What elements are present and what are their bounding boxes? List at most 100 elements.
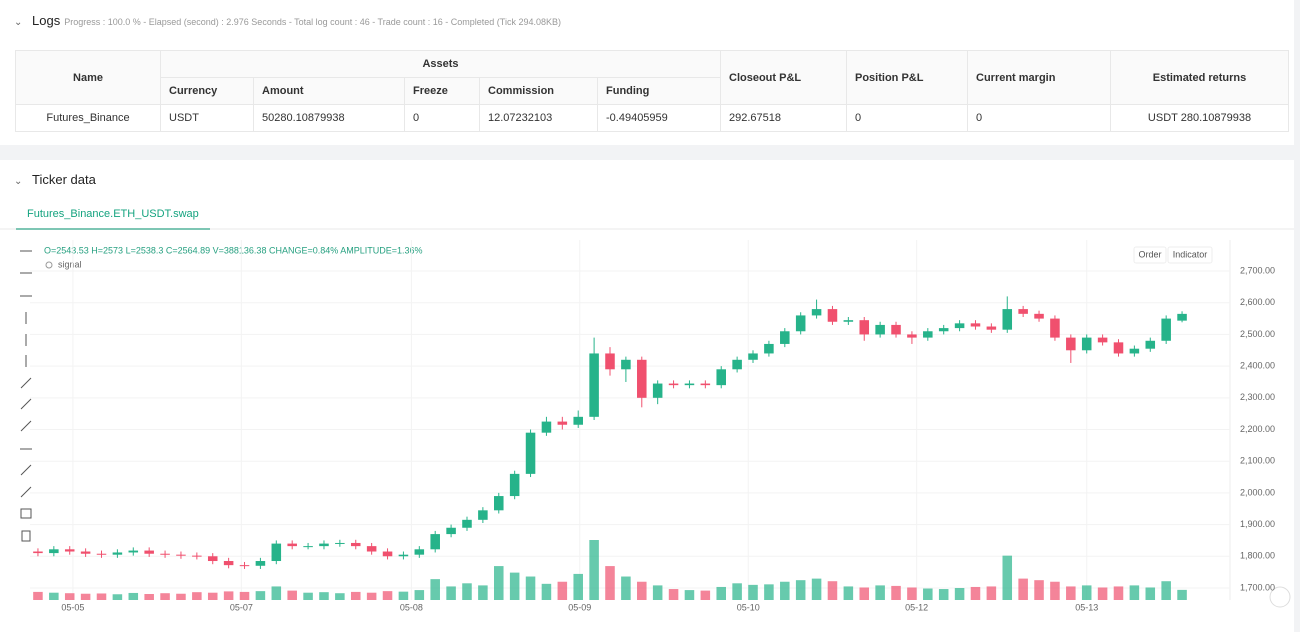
candle-body bbox=[462, 519, 472, 528]
candle-body bbox=[1050, 318, 1060, 338]
ticker-panel: ⌄ Ticker data bbox=[0, 160, 1294, 632]
th: Closeout P&L bbox=[720, 50, 847, 105]
candle-body bbox=[287, 543, 297, 547]
tool[interactable] bbox=[21, 530, 31, 542]
candle-body bbox=[382, 551, 393, 557]
candle-body bbox=[366, 546, 377, 552]
candle-body bbox=[875, 324, 885, 335]
td: 12.07232103 bbox=[479, 104, 598, 132]
volume-bar bbox=[96, 593, 107, 600]
volume-bar bbox=[557, 581, 568, 600]
tool[interactable] bbox=[20, 377, 32, 389]
tool[interactable] bbox=[20, 464, 32, 476]
x-tick-label: 05-10 bbox=[737, 602, 760, 612]
order-label: Order bbox=[1138, 249, 1161, 259]
volume-bar bbox=[1066, 586, 1076, 600]
logs-header[interactable]: ⌄ Logs Progress : 100.0 % - Elapsed (secon… bbox=[14, 13, 561, 28]
volume-bar bbox=[748, 584, 758, 600]
volume-bar bbox=[986, 586, 997, 600]
candle-body bbox=[938, 328, 949, 332]
volume-bar bbox=[64, 593, 75, 600]
y-tick-label: 2,300.00 bbox=[1240, 392, 1275, 402]
volume-bar bbox=[80, 593, 91, 600]
indicator-label: Indicator bbox=[1173, 249, 1208, 259]
tool[interactable] bbox=[20, 420, 32, 432]
candle-body bbox=[271, 543, 282, 562]
volume-bar bbox=[1050, 581, 1060, 600]
candle-body bbox=[350, 542, 361, 547]
volume-bar bbox=[1002, 555, 1013, 600]
x-tick-label: 05-07 bbox=[230, 602, 253, 612]
volume-bar bbox=[382, 591, 393, 600]
th: Name bbox=[15, 50, 161, 105]
candle-body bbox=[1161, 318, 1171, 341]
candle-body bbox=[239, 565, 250, 567]
volume-bar bbox=[875, 585, 885, 600]
candle-body bbox=[637, 359, 647, 398]
candle-body bbox=[557, 421, 568, 425]
candle-body bbox=[446, 527, 456, 535]
td: 0 bbox=[967, 104, 1111, 132]
y-tick-label: 2,200.00 bbox=[1240, 424, 1275, 434]
volume-bar bbox=[366, 592, 377, 600]
th: Amount bbox=[253, 77, 405, 105]
th: Position P&L bbox=[846, 50, 968, 105]
x-tick-label: 05-09 bbox=[568, 602, 591, 612]
volume-bar bbox=[891, 585, 901, 600]
candle-body bbox=[970, 323, 981, 327]
th: Freeze bbox=[404, 77, 480, 105]
order-button[interactable] bbox=[1133, 246, 1167, 264]
candle-body bbox=[923, 331, 933, 338]
volume-bar bbox=[923, 588, 933, 600]
td: 50280.10879938 bbox=[253, 104, 405, 132]
volume-bar bbox=[430, 579, 440, 600]
candle-body bbox=[684, 383, 695, 386]
volume-bar bbox=[112, 594, 123, 600]
candle-body bbox=[541, 421, 552, 433]
y-tick-label: 1,800.00 bbox=[1240, 551, 1275, 561]
volume-bar bbox=[223, 591, 234, 600]
volume-bar bbox=[684, 590, 695, 600]
candle-body bbox=[859, 320, 870, 335]
volume-bar bbox=[239, 591, 250, 600]
volume-bar bbox=[605, 566, 615, 600]
ticker-header[interactable]: ⌄ Ticker data bbox=[14, 172, 96, 187]
logs-panel: ⌄ Logs Progress : 100.0 % - Elapsed (secon… bbox=[0, 0, 1294, 145]
volume-bar bbox=[668, 589, 679, 600]
volume-bar bbox=[811, 578, 822, 600]
candle-body bbox=[398, 554, 409, 557]
x-tick-label: 05-13 bbox=[1075, 602, 1098, 612]
y-tick-label: 1,900.00 bbox=[1240, 519, 1275, 529]
candle-body bbox=[96, 553, 107, 555]
tool[interactable] bbox=[20, 508, 32, 519]
volume-bar bbox=[176, 593, 186, 600]
volume-bar bbox=[843, 586, 854, 600]
candle-body bbox=[764, 343, 774, 354]
volume-bar bbox=[160, 593, 170, 600]
indicator-button[interactable] bbox=[1167, 246, 1213, 264]
tool[interactable] bbox=[20, 398, 32, 410]
volume-bar bbox=[335, 593, 345, 600]
legend-eye[interactable] bbox=[45, 261, 53, 269]
candle-body bbox=[589, 353, 599, 417]
candle-body bbox=[1177, 313, 1187, 321]
candle-body bbox=[255, 561, 266, 566]
volume-bar bbox=[255, 591, 266, 600]
volume-bar bbox=[1034, 580, 1044, 600]
th: Estimated returns bbox=[1110, 50, 1289, 105]
td: -0.49405959 bbox=[597, 104, 721, 132]
volume-bar bbox=[1161, 581, 1171, 600]
scroll-top-button[interactable] bbox=[1269, 586, 1291, 608]
candle-body bbox=[843, 320, 854, 322]
legend-signal[interactable]: signal bbox=[58, 259, 82, 269]
candle-body bbox=[112, 552, 123, 555]
y-tick-label: 2,000.00 bbox=[1240, 487, 1275, 497]
tool[interactable] bbox=[20, 486, 32, 498]
th: Current margin bbox=[967, 50, 1111, 105]
volume-bar bbox=[144, 594, 154, 600]
td: 0 bbox=[846, 104, 968, 132]
candle-body bbox=[668, 383, 679, 386]
candle-body bbox=[780, 331, 790, 344]
candle-body bbox=[223, 561, 234, 566]
volume-bar bbox=[192, 592, 202, 600]
